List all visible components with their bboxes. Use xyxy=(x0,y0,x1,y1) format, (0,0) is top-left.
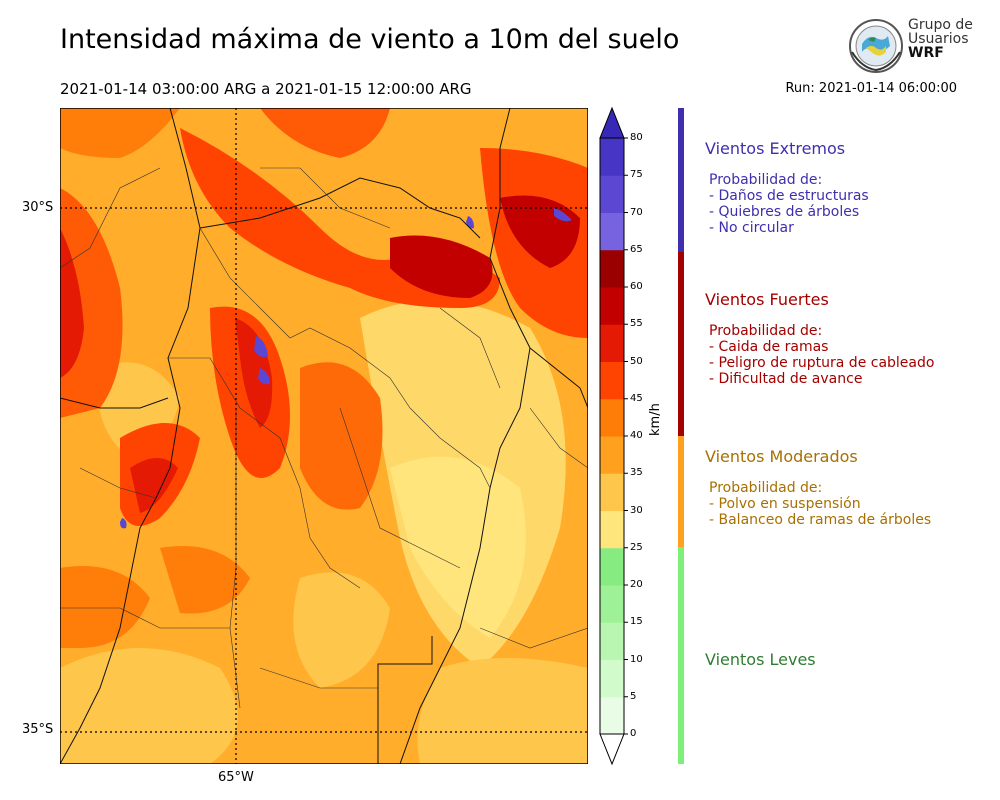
colorbar-tick-label: 25 xyxy=(630,541,643,553)
colorbar-segment xyxy=(600,585,624,623)
colorbar-segment xyxy=(600,138,624,176)
category-moderate: Vientos Moderados Probabilidad de: - Pol… xyxy=(705,447,931,528)
colorbar-segment xyxy=(600,361,624,400)
category-description: Probabilidad de: - Polvo en suspensión -… xyxy=(709,480,932,528)
colorbar-tick-label: 45 xyxy=(630,392,643,404)
colorbar-tick-label: 40 xyxy=(630,430,643,441)
colorbar-segment xyxy=(600,249,624,288)
category-extreme: Vientos Extremos Probabilidad de: - Daño… xyxy=(705,139,869,236)
colorbar-segment xyxy=(600,622,624,660)
colorbar-segment xyxy=(600,287,624,325)
colorbar-segment xyxy=(600,212,624,251)
category-title: Vientos Fuertes xyxy=(705,290,829,309)
colorbar-segment xyxy=(600,324,624,362)
category-title: Vientos Moderados xyxy=(705,447,858,466)
category-bar-strong xyxy=(678,252,684,436)
wrf-logo: Grupo de Usuarios WRF xyxy=(848,18,978,74)
colorbar-segment xyxy=(600,473,624,511)
lon-label-65w: 65°W xyxy=(218,770,254,785)
graticule xyxy=(60,108,588,764)
wind-field xyxy=(60,108,588,764)
category-title: Vientos Extremos xyxy=(705,139,846,158)
lat-label-35s: 35°S xyxy=(22,722,54,737)
colorbar-tick-label: 5 xyxy=(630,690,637,702)
category-light: Vientos Leves xyxy=(705,650,816,669)
colorbar-tick-label: 80 xyxy=(630,132,643,143)
category-description: Probabilidad de: - Caida de ramas - Peli… xyxy=(709,323,935,387)
map-title: Intensidad máxima de viento a 10m del su… xyxy=(60,24,680,55)
category-bar-extreme xyxy=(678,108,684,252)
colorbar-segment xyxy=(600,398,624,437)
logo-line-2: Usuarios xyxy=(908,31,969,47)
colorbar-extend-high xyxy=(599,106,625,139)
wind-colorbar xyxy=(599,106,628,766)
category-strong: Vientos Fuertes Probabilidad de: - Caida… xyxy=(705,290,934,387)
colorbar-tick-label: 65 xyxy=(630,243,643,255)
category-bar-moderate xyxy=(678,436,684,547)
category-title: Vientos Leves xyxy=(705,650,816,669)
colorbar-tick-label: 75 xyxy=(630,169,643,181)
globe-icon xyxy=(849,19,903,73)
colorbar-tick-label: 55 xyxy=(630,318,643,330)
colorbar-tick-label: 60 xyxy=(630,281,643,292)
colorbar-segment xyxy=(600,547,624,586)
colorbar-segment xyxy=(600,510,624,549)
colorbar-tick-label: 70 xyxy=(630,206,643,218)
colorbar-segment xyxy=(600,436,624,474)
colorbar-tick-label: 0 xyxy=(630,728,637,739)
colorbar-tick-label: 35 xyxy=(630,467,643,479)
colorbar-segment xyxy=(600,696,624,735)
colorbar-tick-label: 30 xyxy=(630,504,643,516)
colorbar-tick-label: 10 xyxy=(630,653,643,665)
logo-line-3: WRF xyxy=(908,45,944,61)
colorbar-segment xyxy=(600,659,624,698)
colorbar-unit: km/h xyxy=(648,403,663,436)
category-description: Probabilidad de: - Daños de estructuras … xyxy=(709,172,869,236)
category-bar-light xyxy=(678,547,684,764)
colorbar-tick-label: 15 xyxy=(630,616,643,628)
boundaries xyxy=(60,108,588,764)
colorbar-segment xyxy=(600,175,624,213)
wind-map xyxy=(60,108,588,764)
colorbar-extend-low xyxy=(599,733,625,766)
run-time: Run: 2021-01-14 06:00:00 xyxy=(785,81,957,96)
colorbar-tick-label: 50 xyxy=(630,355,643,367)
colorbar-tick-label: 20 xyxy=(630,579,643,590)
logo-line-1: Grupo de xyxy=(908,17,973,33)
forecast-period: 2021-01-14 03:00:00 ARG a 2021-01-15 12:… xyxy=(60,80,472,98)
lat-label-30s: 30°S xyxy=(22,200,54,215)
